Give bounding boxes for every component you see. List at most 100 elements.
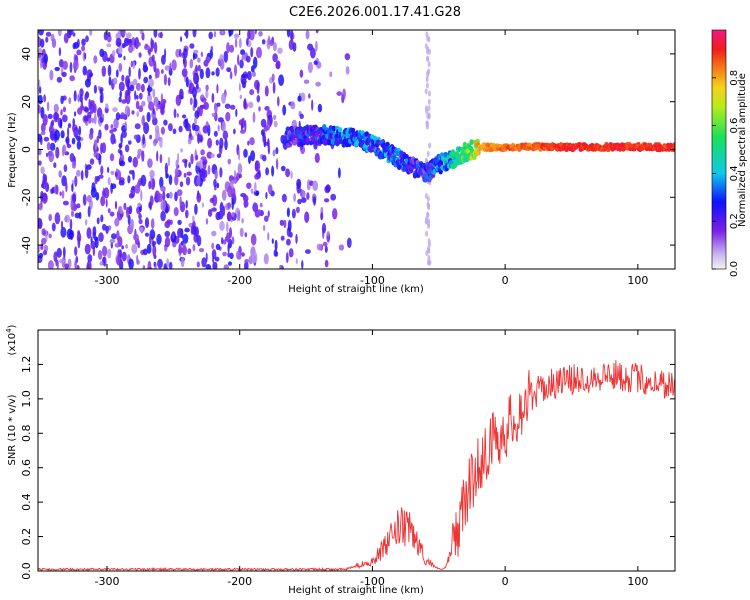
noise-speckle	[242, 82, 246, 89]
noise-speckle	[169, 191, 173, 199]
noise-speckle	[247, 140, 250, 146]
noise-speckle	[428, 142, 432, 149]
noise-speckle	[142, 265, 146, 269]
noise-speckle	[143, 76, 149, 84]
noise-speckle	[84, 52, 87, 60]
noise-speckle	[258, 31, 263, 37]
noise-speckle	[147, 84, 151, 97]
noise-speckle	[275, 60, 281, 70]
figure-title: C2E6.2026.001.17.41.G28	[289, 5, 461, 20]
noise-speckle	[167, 156, 171, 167]
noise-speckle	[426, 150, 430, 157]
noise-speckle	[241, 217, 244, 224]
noise-speckle	[250, 188, 254, 194]
noise-speckle	[105, 225, 109, 234]
noise-speckle	[196, 192, 202, 203]
signal-point	[350, 127, 356, 134]
noise-speckle	[114, 200, 118, 210]
noise-speckle	[103, 187, 110, 199]
noise-speckle	[186, 171, 192, 176]
noise-speckle	[118, 81, 125, 92]
noise-speckle	[279, 264, 283, 269]
noise-speckle	[295, 206, 300, 214]
noise-speckle	[216, 102, 221, 107]
colorbar-tick-label: 0.0	[729, 261, 740, 277]
noise-speckle	[315, 30, 319, 34]
noise-speckle	[171, 59, 177, 71]
noise-speckle	[239, 59, 244, 69]
noise-speckle	[230, 104, 236, 110]
noise-speckle	[215, 67, 220, 77]
noise-speckle	[425, 218, 429, 225]
noise-speckle	[125, 206, 129, 219]
noise-speckle	[428, 90, 431, 97]
noise-speckle	[223, 264, 229, 269]
snr-frame	[37, 329, 676, 572]
noise-speckle	[262, 154, 267, 162]
noise-speckle	[266, 120, 271, 131]
noise-speckle	[127, 156, 133, 163]
noise-speckle	[214, 169, 218, 180]
noise-speckle	[56, 76, 63, 83]
noise-speckle	[211, 230, 217, 237]
noise-speckle	[226, 221, 229, 233]
noise-speckle	[243, 148, 248, 158]
noise-speckle	[254, 182, 257, 193]
noise-speckle	[236, 250, 240, 260]
noise-speckle	[84, 93, 88, 101]
x-tick-label: -200	[227, 274, 252, 287]
noise-speckle	[93, 55, 98, 64]
noise-speckle	[84, 78, 91, 88]
noise-speckle	[324, 259, 329, 268]
noise-speckle	[179, 181, 184, 188]
noise-speckle	[73, 111, 77, 117]
y-tick-label: 20	[20, 95, 33, 109]
noise-speckle	[63, 164, 68, 173]
noise-speckle	[184, 159, 188, 169]
noise-speckle	[61, 71, 67, 77]
noise-speckle	[109, 238, 116, 244]
noise-speckle	[82, 194, 87, 206]
noise-speckle	[125, 32, 132, 39]
noise-speckle	[115, 112, 121, 121]
noise-speckle	[76, 49, 82, 56]
noise-speckle	[101, 65, 107, 77]
noise-speckle	[62, 144, 67, 155]
noise-speckle	[51, 38, 57, 48]
noise-speckle	[219, 167, 223, 178]
noise-speckle	[84, 243, 91, 255]
noise-speckle	[69, 75, 75, 82]
noise-speckle	[195, 64, 198, 72]
noise-speckle	[196, 83, 199, 90]
noise-speckle	[156, 150, 159, 162]
noise-speckle	[273, 249, 277, 257]
noise-speckle	[135, 82, 141, 91]
noise-speckle	[153, 60, 157, 73]
noise-speckle	[180, 148, 184, 153]
noise-speckle	[166, 173, 169, 179]
noise-speckle	[338, 167, 341, 179]
noise-speckle	[187, 138, 192, 145]
noise-speckle	[136, 111, 139, 118]
noise-speckle	[427, 105, 431, 112]
noise-speckle	[312, 196, 317, 206]
noise-speckle	[119, 90, 122, 98]
noise-speckle	[178, 48, 182, 58]
noise-speckle	[153, 30, 158, 38]
noise-speckle	[87, 205, 91, 218]
noise-speckle	[427, 259, 431, 266]
noise-speckle	[344, 53, 351, 61]
noise-speckle	[197, 57, 201, 63]
noise-speckle	[308, 93, 311, 99]
noise-speckle	[107, 177, 111, 186]
noise-speckle	[274, 239, 278, 252]
noise-speckle	[175, 48, 181, 58]
noise-speckle	[47, 113, 53, 120]
noise-speckle	[303, 79, 310, 84]
noise-speckle	[181, 114, 187, 119]
noise-speckle	[134, 184, 141, 194]
noise-speckle	[62, 60, 68, 70]
noise-speckle	[121, 30, 126, 36]
noise-speckle	[227, 185, 233, 198]
noise-speckle	[194, 117, 197, 125]
